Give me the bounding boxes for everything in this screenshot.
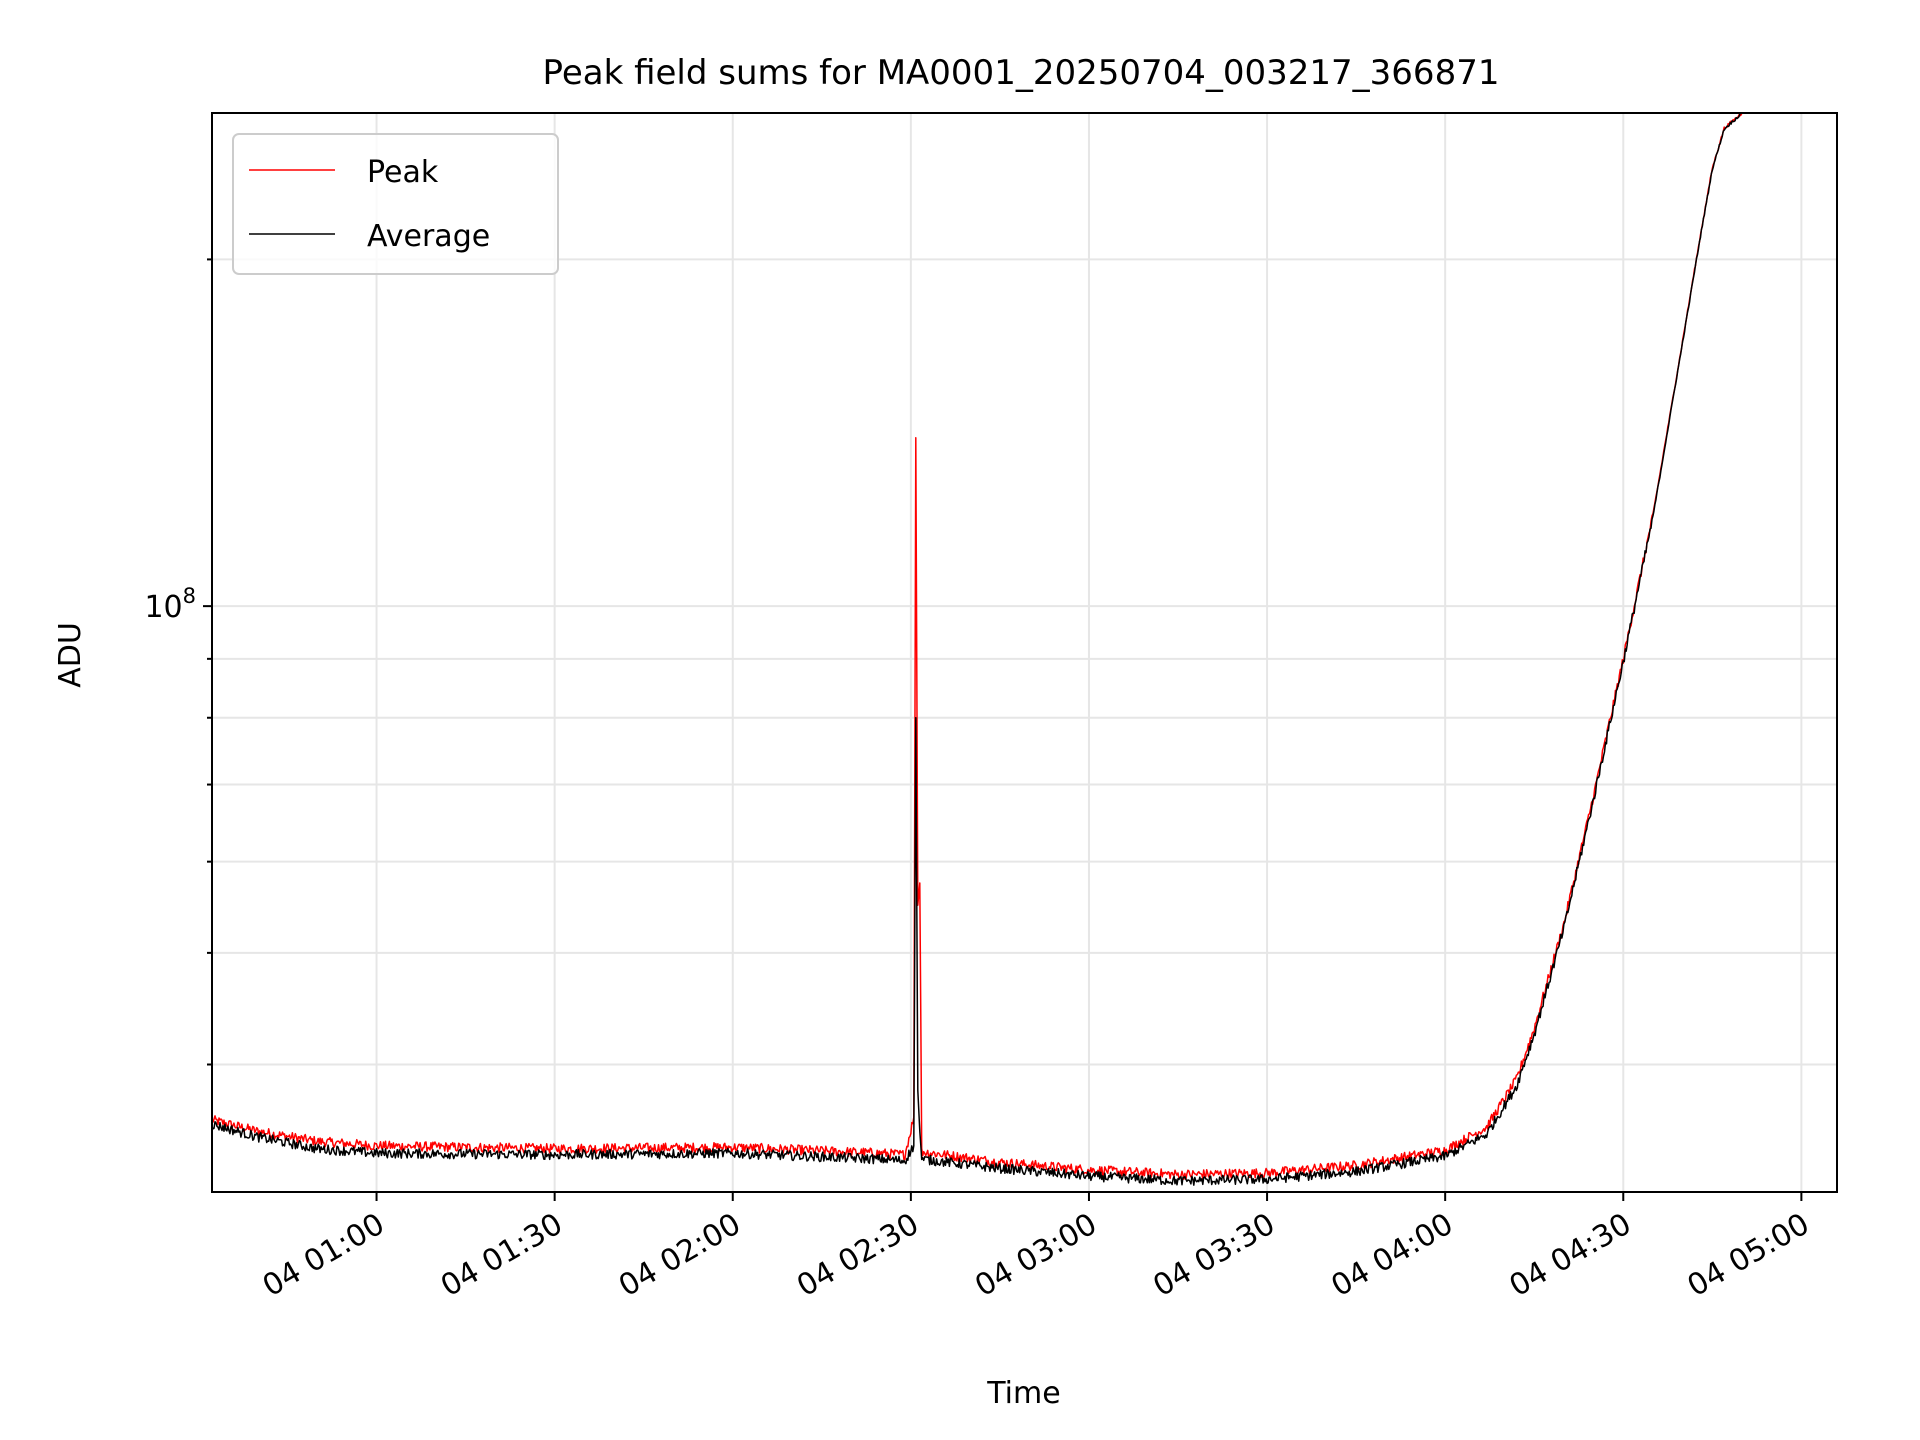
chart-title: Peak field sums for MA0001_20250704_0032… <box>543 53 1500 93</box>
plot-frame <box>211 112 1838 1193</box>
legend: Peak Average <box>232 133 559 275</box>
y-axis-label: ADU <box>53 622 88 688</box>
y-axis: 108 <box>144 258 212 1066</box>
y-tick-label: 108 <box>144 584 196 625</box>
legend-box <box>232 133 559 275</box>
series-line-average <box>212 113 1742 1186</box>
legend-label-peak: Peak <box>367 155 439 190</box>
legend-label-average: Average <box>367 219 490 254</box>
x-axis-label: Time <box>986 1376 1060 1411</box>
series-layer <box>212 113 1743 1186</box>
